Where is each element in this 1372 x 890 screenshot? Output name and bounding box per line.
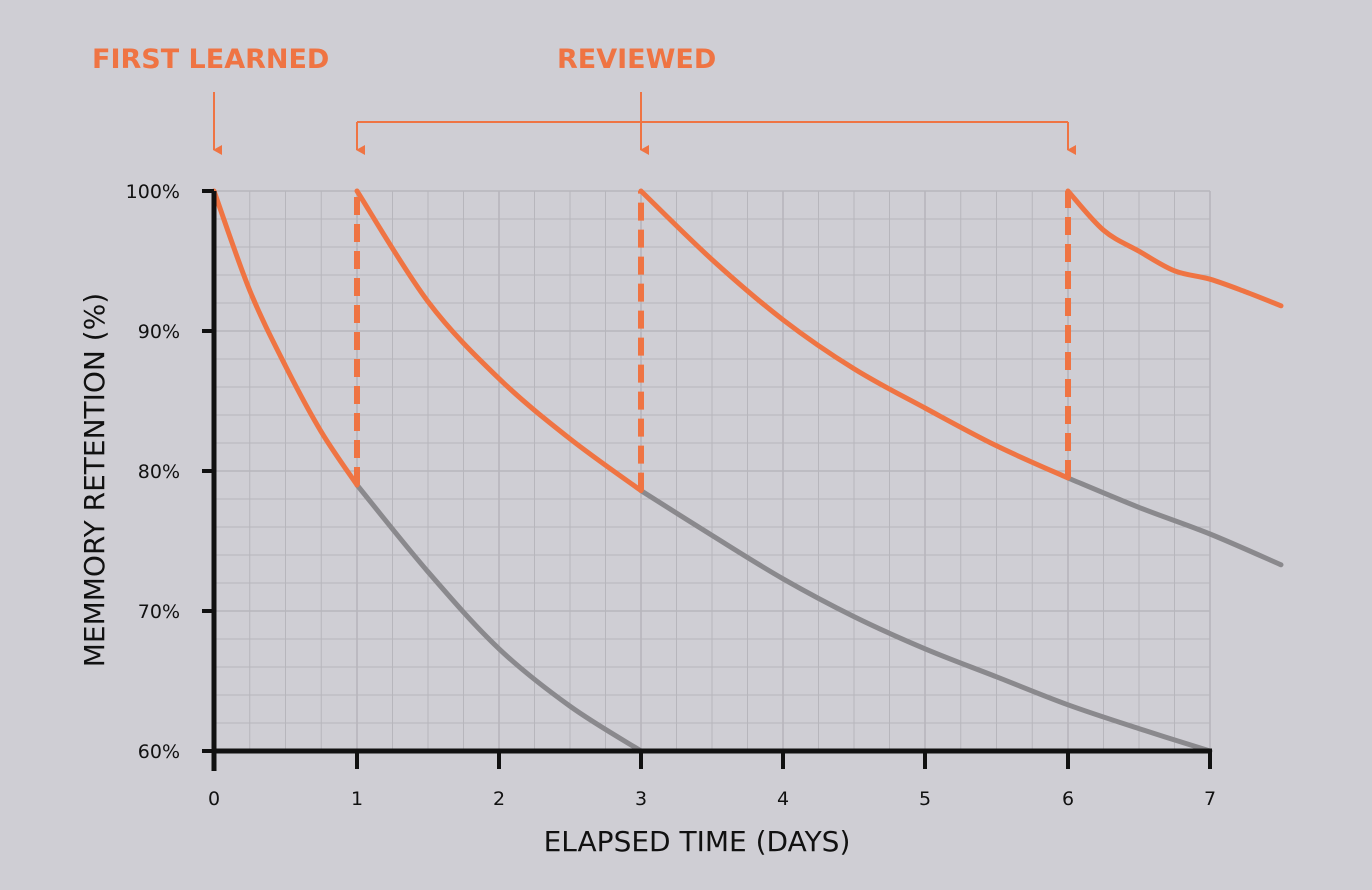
y-tick-label: 80% bbox=[138, 461, 180, 483]
review-drops bbox=[354, 191, 1071, 491]
x-tick-label: 4 bbox=[777, 788, 789, 810]
annotations: FIRST LEARNED REVIEWED bbox=[92, 44, 1076, 155]
review-curve bbox=[211, 188, 360, 488]
y-axis-title: MEMMORY RETENTION (%) bbox=[78, 293, 111, 667]
review-curve bbox=[638, 188, 1071, 481]
x-tick-label: 3 bbox=[635, 788, 647, 810]
y-tick-label: 60% bbox=[138, 741, 180, 763]
decay-curve bbox=[638, 488, 1213, 754]
y-tick-label: 70% bbox=[138, 601, 180, 623]
axes bbox=[202, 189, 1212, 771]
tick-labels: 0 1 2 3 4 5 6 7 100% 90% 80% 70% 60% bbox=[126, 181, 1216, 810]
x-tick-label: 2 bbox=[493, 788, 505, 810]
decay-curve bbox=[1065, 475, 1284, 568]
x-tick-label: 7 bbox=[1204, 788, 1216, 810]
y-tick-label: 100% bbox=[126, 181, 180, 203]
review-curve bbox=[354, 188, 644, 494]
x-tick-label: 1 bbox=[351, 788, 363, 810]
x-axis-title: ELAPSED TIME (DAYS) bbox=[544, 825, 851, 858]
grid bbox=[213, 190, 1211, 752]
x-tick-label: 5 bbox=[919, 788, 931, 810]
y-tick-label: 90% bbox=[138, 321, 180, 343]
decay-curves bbox=[354, 475, 1284, 754]
review-curves bbox=[211, 188, 1284, 494]
x-tick-label: 0 bbox=[208, 788, 220, 810]
decay-curve bbox=[354, 482, 644, 754]
x-tick-label: 6 bbox=[1062, 788, 1074, 810]
review-curve bbox=[1065, 188, 1284, 309]
first-learned-label: FIRST LEARNED bbox=[92, 44, 329, 75]
reviewed-label: REVIEWED bbox=[557, 44, 716, 75]
